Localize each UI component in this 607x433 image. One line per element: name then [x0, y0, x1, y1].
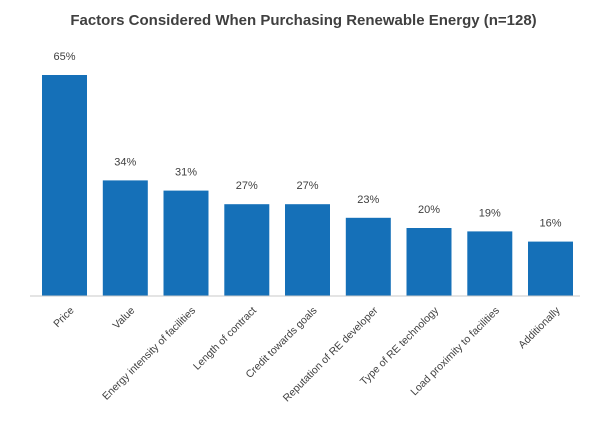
value-label-3: 31% — [175, 167, 197, 179]
bar-7 — [406, 228, 452, 296]
bars-group — [42, 75, 573, 296]
category-label-9: Additionally — [516, 304, 563, 351]
value-label-4: 27% — [236, 180, 258, 192]
value-label-2: 34% — [114, 156, 136, 168]
chart-title: Factors Considered When Purchasing Renew… — [70, 12, 537, 29]
bar-4 — [224, 204, 270, 296]
category-label-2: Value — [110, 305, 137, 332]
bar-3 — [163, 190, 209, 296]
value-labels-group: 65% 34% 31% 27% 27% 23% 20% 19% 16% — [53, 51, 561, 230]
value-label-1: 65% — [53, 51, 75, 63]
bar-8 — [467, 231, 513, 296]
bar-2 — [102, 180, 148, 296]
bar-6 — [345, 217, 391, 296]
bar-1 — [42, 75, 87, 296]
value-label-9: 16% — [539, 218, 561, 230]
value-label-6: 23% — [357, 194, 379, 206]
category-label-1: Price — [51, 305, 77, 331]
value-label-7: 20% — [418, 204, 440, 216]
category-label-4: Length of contract — [191, 305, 259, 373]
bar-5 — [285, 204, 330, 296]
value-label-8: 19% — [479, 207, 501, 219]
value-label-5: 27% — [296, 180, 318, 192]
bar-9 — [528, 241, 573, 296]
